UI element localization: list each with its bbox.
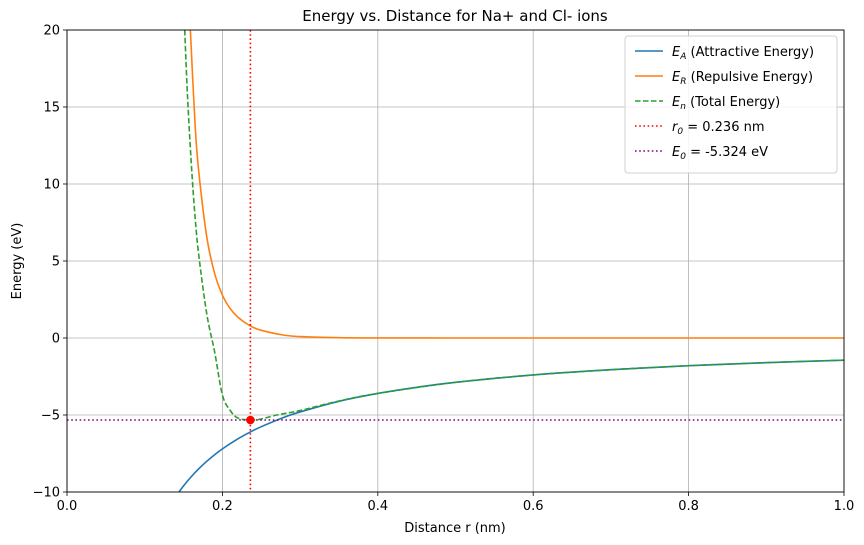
y-tick-label: 10 — [43, 178, 60, 193]
legend-label: EA (Attractive Energy) — [672, 45, 814, 62]
legend-box — [624, 35, 838, 174]
x-tick-label: 0.2 — [212, 499, 233, 514]
total-energy-line — [183, 30, 844, 421]
legend-label: r0 = 0.236 nm — [672, 120, 765, 137]
x-tick-label: 0.0 — [57, 499, 78, 514]
y-tick-label: −5 — [41, 409, 60, 424]
y-tick-label: 0 — [52, 332, 60, 347]
legend: EA (Attractive Energy) ER (Repulsive Ener… — [624, 35, 838, 174]
y-tick-label: 5 — [52, 255, 60, 270]
y-axis-label: Energy (eV) — [10, 223, 25, 300]
legend-label: ER (Repulsive Energy) — [672, 70, 813, 87]
x-tick-label: 0.4 — [367, 499, 388, 514]
legend-label: E0 = -5.324 eV — [672, 145, 768, 162]
x-tick-label: 1.0 — [834, 499, 855, 514]
minimum-energy-marker — [246, 415, 255, 425]
x-tick-label: 0.6 — [523, 499, 544, 514]
x-axis-label: Distance r (nm) — [404, 521, 506, 536]
chart-title: Energy vs. Distance for Na+ and Cl- ions — [302, 7, 608, 25]
tick-labels: 0.0 0.2 0.4 0.6 0.8 1.0 −10 −5 0 5 10 15 20 — [33, 24, 855, 515]
axes-frame — [63, 29, 845, 496]
series-group — [67, 30, 844, 492]
repulsive-energy-line — [189, 30, 844, 339]
x-tick-label: 0.8 — [678, 499, 699, 514]
y-tick-label: 15 — [43, 101, 60, 116]
plot-border — [66, 29, 845, 493]
legend-label: En (Total Energy) — [672, 95, 780, 112]
y-tick-label: −10 — [33, 486, 60, 501]
y-tick-label: 20 — [43, 24, 60, 39]
